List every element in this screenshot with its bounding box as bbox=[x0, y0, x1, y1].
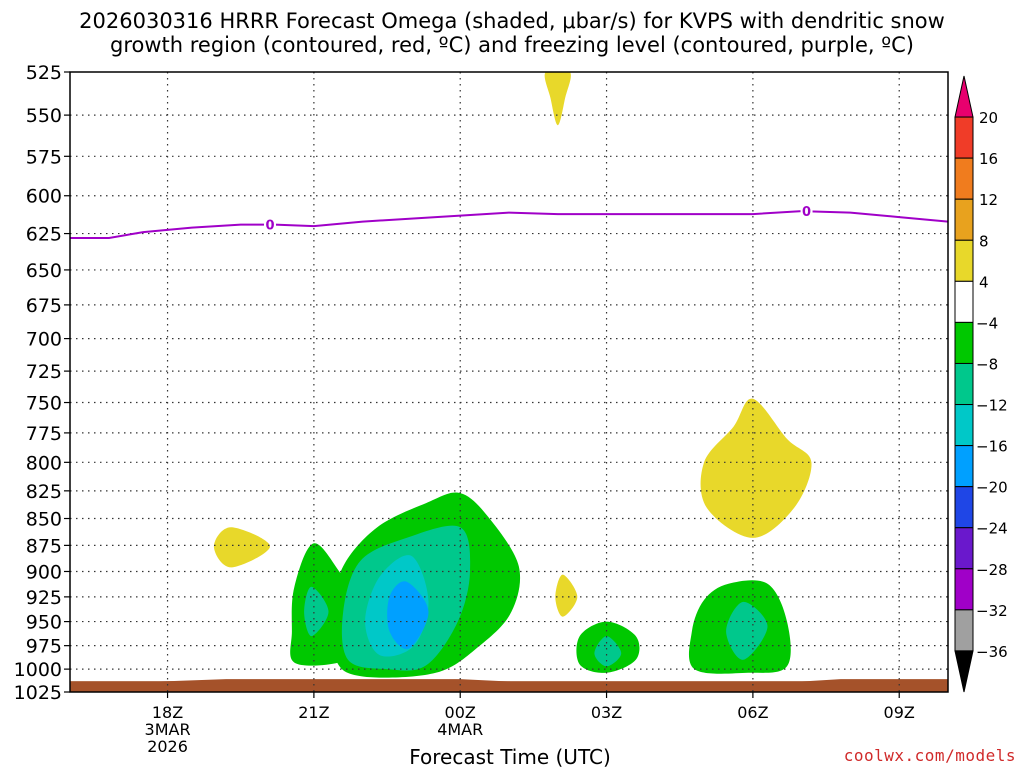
freezing-level-label-bg-0 bbox=[263, 216, 276, 233]
y-tick-label-575: 575 bbox=[26, 146, 62, 168]
colorbar-swatch-9 bbox=[954, 445, 974, 488]
y-tick-label-975: 975 bbox=[26, 636, 62, 658]
freezing-level-label-0: 0 bbox=[265, 219, 274, 234]
colorbar-swatch-4 bbox=[954, 239, 974, 282]
colorbar-swatch-13 bbox=[954, 609, 974, 652]
omega-region-0 bbox=[544, 72, 571, 126]
y-tick-label-925: 925 bbox=[26, 587, 62, 609]
colorbar-swatch-3 bbox=[954, 198, 974, 241]
y-tick-label-600: 600 bbox=[26, 186, 62, 208]
plot-border bbox=[69, 71, 949, 693]
freezing-level-label-1: 0 bbox=[802, 205, 811, 220]
freezing-level-layer: 00 bbox=[70, 203, 948, 239]
colorbar-label-5: −4 bbox=[976, 314, 998, 332]
colorbar: 20 16 12 8 4 −4 −8 −12 −16 −20 −24 −28 −32 −36 bbox=[954, 75, 1008, 693]
colorbar-top-arrow bbox=[954, 75, 974, 118]
colorbar-label-1: 16 bbox=[979, 150, 998, 168]
y-tick-label-750: 750 bbox=[26, 393, 62, 415]
y-tick-label-825: 825 bbox=[26, 481, 62, 503]
chart-title-line-2: growth region (contoured, red, ºC) and f… bbox=[110, 33, 914, 57]
colorbar-label-11: −28 bbox=[976, 561, 1008, 579]
y-axis: 525 550 575 600 625 650 675 700 725 750 775 800 825 8… bbox=[14, 62, 70, 704]
colorbar-label-0: 20 bbox=[979, 109, 998, 127]
colorbar-swatch-5 bbox=[954, 280, 974, 323]
y-tick-label-675: 675 bbox=[26, 295, 62, 317]
chart-title-line-1: 2026030316 HRRR Forecast Omega (shaded, … bbox=[79, 9, 945, 33]
y-tick-label-625: 625 bbox=[26, 224, 62, 246]
omega-region-9 bbox=[304, 586, 329, 637]
y-tick-label-875: 875 bbox=[26, 535, 62, 557]
plot-frame-layer bbox=[69, 71, 949, 698]
y-tick-label-900: 900 bbox=[26, 561, 62, 583]
colorbar-swatch-10 bbox=[954, 486, 974, 529]
y-tick-label-650: 650 bbox=[26, 260, 62, 282]
colorbar-label-8: −16 bbox=[976, 438, 1008, 456]
x-tick-label-21Z: 21Z bbox=[298, 703, 330, 722]
colorbar-swatch-1 bbox=[954, 116, 974, 159]
y-tick-label-525: 525 bbox=[26, 62, 62, 84]
colorbar-label-2: 12 bbox=[979, 191, 998, 209]
colorbar-swatch-12 bbox=[954, 568, 974, 611]
y-tick-label-1000: 1000 bbox=[14, 659, 62, 681]
grid-layer bbox=[70, 72, 948, 692]
colorbar-swatch-11 bbox=[954, 527, 974, 570]
colorbar-label-4: 4 bbox=[979, 273, 989, 291]
surface-ground-band bbox=[70, 681, 948, 692]
omega-shading-layer bbox=[70, 72, 948, 692]
colorbar-label-3: 8 bbox=[979, 232, 989, 250]
colorbar-label-9: −20 bbox=[976, 479, 1008, 497]
colorbar-label-12: −32 bbox=[976, 602, 1008, 620]
x-tick-label-06Z: 06Z bbox=[737, 703, 769, 722]
colorbar-swatch-2 bbox=[954, 157, 974, 200]
x-axis-title: Forecast Time (UTC) bbox=[409, 745, 611, 769]
freezing-level-label-bg-1 bbox=[800, 203, 813, 220]
colorbar-label-13: −36 bbox=[976, 643, 1008, 661]
x-tick-label-03Z: 03Z bbox=[590, 703, 623, 722]
surface-ground-top bbox=[70, 679, 948, 685]
omega-region-1 bbox=[213, 527, 270, 568]
x-tick-label-00Z: 00Z 4MAR bbox=[437, 703, 484, 739]
y-tick-label-950: 950 bbox=[26, 612, 62, 634]
colorbar-label-7: −12 bbox=[976, 397, 1008, 415]
omega-region-3 bbox=[555, 574, 578, 617]
omega-region-10 bbox=[594, 636, 622, 667]
colorbar-swatch-8 bbox=[954, 404, 974, 447]
site-credit[interactable]: coolwx.com/models bbox=[843, 746, 1016, 765]
y-tick-label-1025: 1025 bbox=[14, 682, 62, 704]
y-tick-label-800: 800 bbox=[26, 452, 62, 474]
freezing-level-line bbox=[70, 210, 948, 239]
x-tick-label-18Z: 18Z 3MAR 2026 bbox=[144, 703, 191, 756]
y-tick-label-850: 850 bbox=[26, 509, 62, 531]
y-tick-label-550: 550 bbox=[26, 105, 62, 127]
y-tick-label-775: 775 bbox=[26, 423, 62, 445]
y-tick-label-725: 725 bbox=[26, 361, 62, 383]
colorbar-swatch-7 bbox=[954, 362, 974, 406]
omega-region-13 bbox=[387, 581, 429, 650]
colorbar-swatch-6 bbox=[954, 321, 974, 364]
colorbar-label-10: −24 bbox=[976, 520, 1008, 538]
x-tick-label-09Z: 09Z bbox=[883, 703, 915, 722]
omega-region-2 bbox=[700, 398, 812, 538]
y-tick-label-700: 700 bbox=[26, 329, 62, 351]
colorbar-label-6: −8 bbox=[976, 355, 998, 373]
colorbar-bottom-arrow bbox=[954, 650, 974, 693]
